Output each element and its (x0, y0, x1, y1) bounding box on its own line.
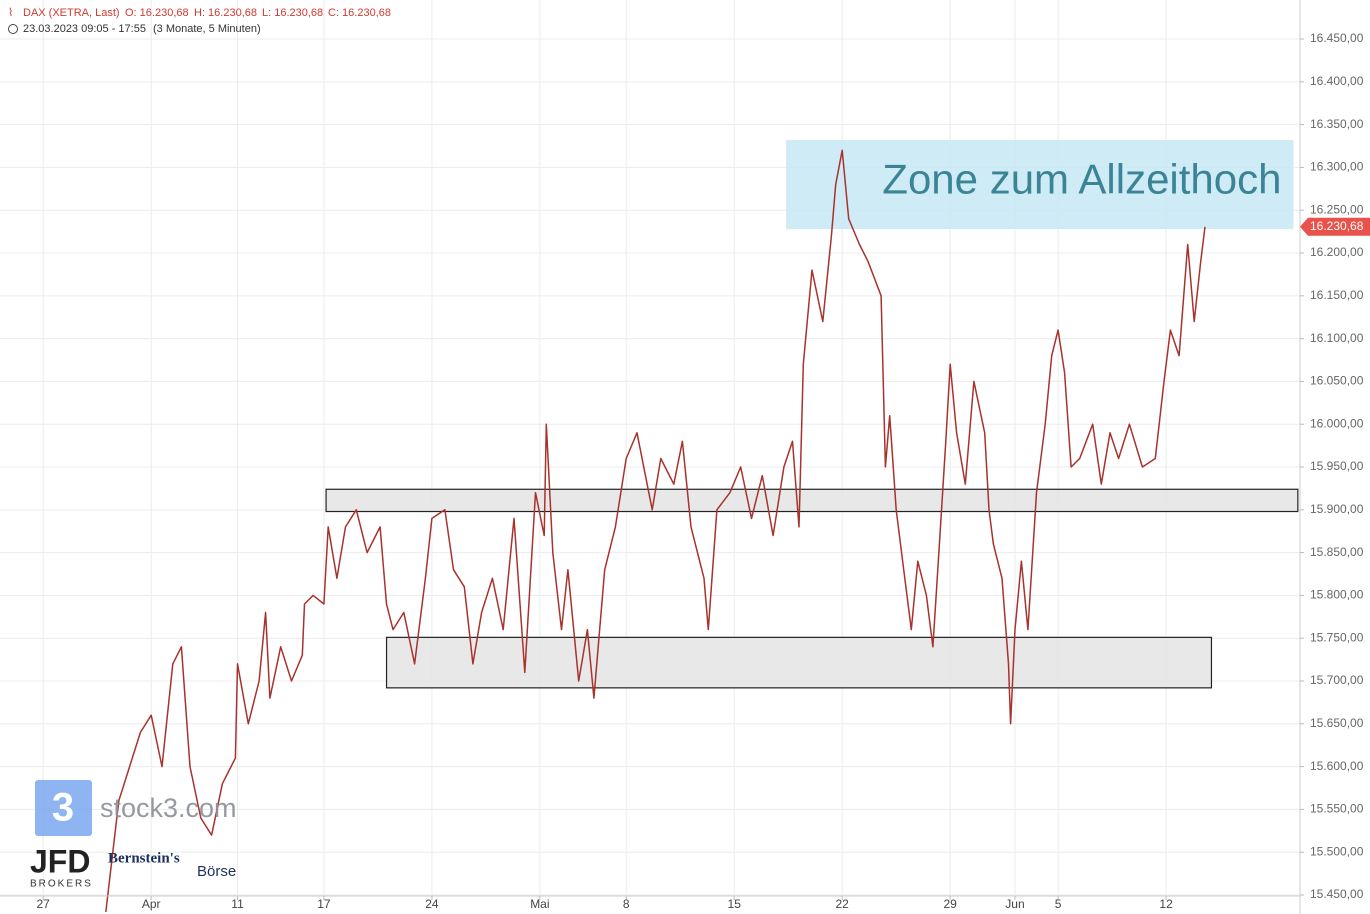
low: L: 16.230,68 (262, 7, 323, 19)
y-tick-label: 16.150,00 (1310, 288, 1364, 302)
y-tick-label: 15.900,00 (1310, 502, 1364, 516)
instrument: DAX (XETRA, Last) (23, 7, 120, 19)
close: C: 16.230,68 (328, 7, 391, 19)
x-tick-label: Jun (1005, 897, 1024, 911)
price-line (105, 149, 1206, 913)
logos: 3 stock3.com JFD BROKERS Bernstein's Bör… (30, 780, 237, 890)
y-tick-label: 16.350,00 (1310, 117, 1364, 131)
x-tick-label: 15 (728, 897, 742, 911)
y-tick-label: 16.100,00 (1310, 331, 1364, 345)
y-tick-label: 16.000,00 (1310, 416, 1364, 430)
y-tick-label: 15.600,00 (1310, 759, 1364, 773)
y-tick-label: 15.450,00 (1310, 887, 1364, 901)
period: (3 Monate, 5 Minuten) (153, 23, 261, 35)
plot (105, 149, 1206, 913)
y-tick-label: 15.950,00 (1310, 459, 1364, 473)
x-tick-label: 17 (317, 897, 331, 911)
y-tick-label: 15.750,00 (1310, 630, 1364, 644)
y-tick-label: 16.450,00 (1310, 31, 1364, 45)
x-tick-label: 22 (836, 897, 850, 911)
stock3-icon-box (35, 780, 92, 836)
boerse: Börse (197, 863, 236, 880)
y-tick-label: 16.050,00 (1310, 374, 1364, 388)
y-tick-label: 15.850,00 (1310, 545, 1364, 559)
x-tick-label: 8 (623, 897, 630, 911)
x-tick-label: Mai (530, 897, 549, 911)
jfd-sub: BROKERS (30, 879, 93, 890)
grid (0, 0, 1300, 896)
header-icon: ⌇ (8, 7, 13, 19)
y-tick-label: 16.400,00 (1310, 74, 1364, 88)
zones: Zone zum Allzeithoch (325, 140, 1299, 689)
range: 23.03.2023 09:05 - 17:55 (23, 23, 146, 35)
zone (325, 488, 1299, 513)
y-tick-label: 15.650,00 (1310, 716, 1364, 730)
high: H: 16.230,68 (194, 7, 257, 19)
bernstein: Bernstein's (108, 850, 180, 866)
y-tick-label: 16.300,00 (1310, 160, 1364, 174)
y-tick-label: 15.500,00 (1310, 844, 1364, 858)
zone (786, 140, 1294, 230)
x-tick-label: 5 (1055, 897, 1062, 911)
x-tick-label: 12 (1159, 897, 1173, 911)
y-tick-label: 16.250,00 (1310, 202, 1364, 216)
y-tick-label: 15.550,00 (1310, 802, 1364, 816)
open: O: 16.230,68 (125, 7, 189, 19)
stock3-icon: 3 (52, 786, 74, 830)
x-tick-label: 29 (943, 897, 957, 911)
zone (385, 636, 1213, 689)
clock-icon (8, 24, 18, 34)
stock3-text: stock3.com (100, 793, 237, 823)
price-marker-label: 16.230,68 (1310, 219, 1364, 233)
x-tick-label: Apr (142, 897, 161, 911)
zone-label: Zone zum Allzeithoch (882, 156, 1281, 203)
y-tick-label: 16.200,00 (1310, 245, 1364, 259)
header: ⌇ DAX (XETRA, Last) O: 16.230,68 H: 16.2… (8, 7, 391, 35)
jfd: JFD (30, 843, 90, 879)
x-tick-label: 24 (425, 897, 439, 911)
x-tick-label: 27 (37, 897, 51, 911)
y-tick-label: 15.700,00 (1310, 673, 1364, 687)
y-tick-label: 15.800,00 (1310, 588, 1364, 602)
x-tick-label: 11 (231, 897, 244, 911)
price-marker (1300, 217, 1370, 236)
